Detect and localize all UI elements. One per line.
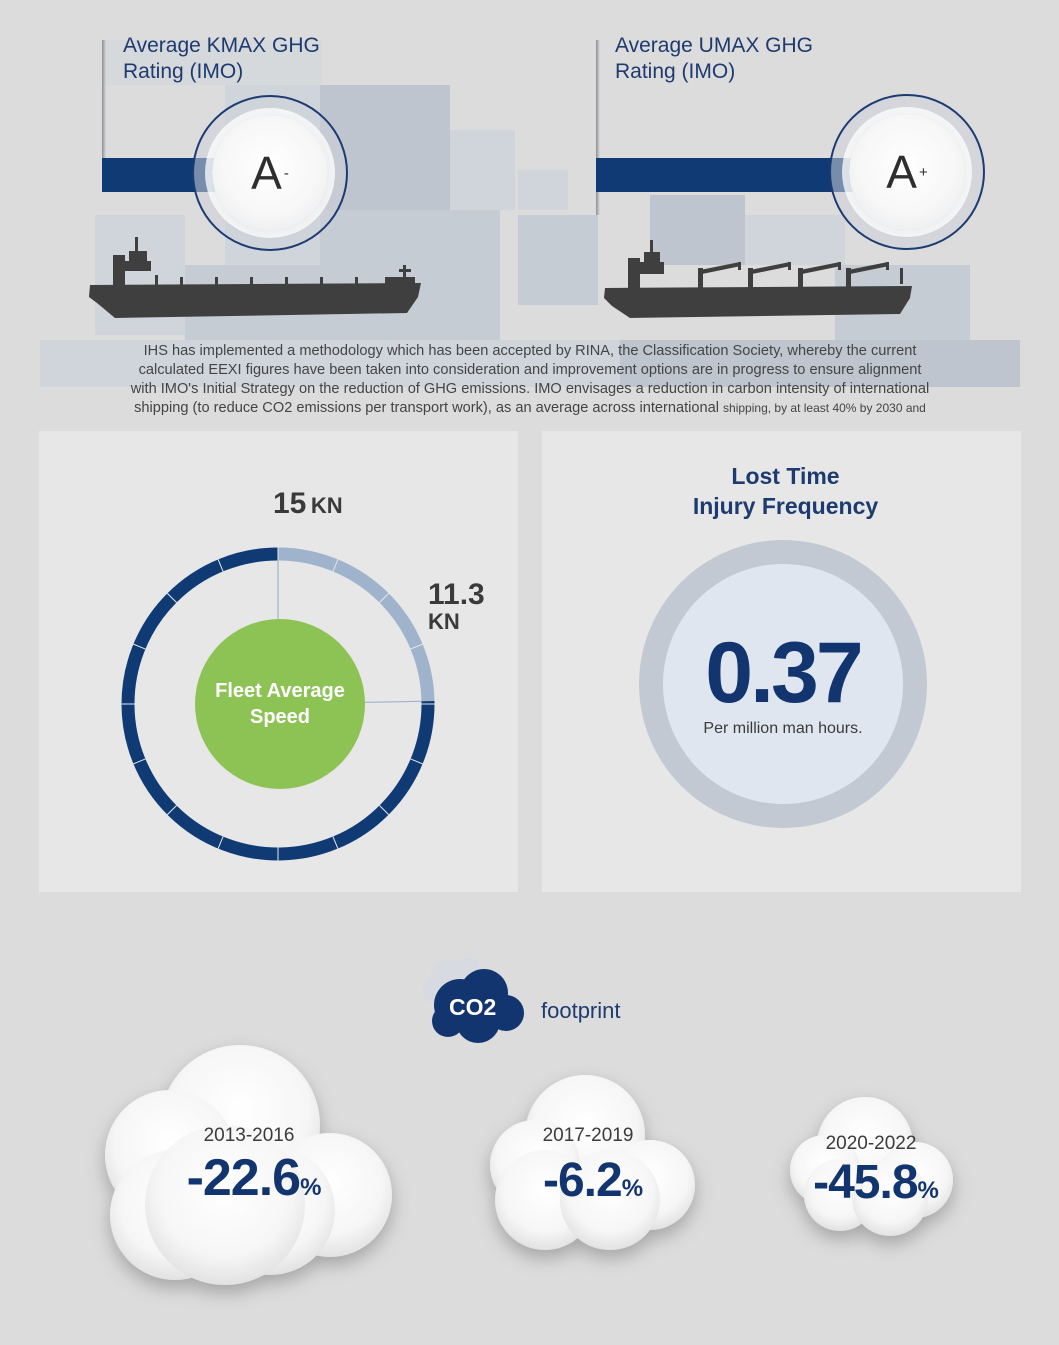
percent-sign: % xyxy=(300,1174,322,1201)
title-line: Rating (IMO) xyxy=(615,60,736,83)
bg-block xyxy=(102,40,322,85)
divider xyxy=(102,40,106,180)
bg-block xyxy=(518,170,568,210)
period-label: 2020-2022 xyxy=(825,1133,917,1154)
period-value: -45.8% xyxy=(751,1155,1001,1210)
period-value-number: -6.2 xyxy=(542,1154,623,1207)
gauge-tick xyxy=(166,592,177,603)
lti-gauge-disc: 0.37 Per million man hours. xyxy=(663,564,903,804)
period-value-number: -22.6 xyxy=(186,1149,302,1207)
bulk-carrier-crane-ship-icon xyxy=(604,240,912,318)
gauge-tick xyxy=(217,559,224,572)
rating-grade: A xyxy=(251,147,282,199)
kmax-rating-badge: A- xyxy=(192,95,348,251)
umax-rating-badge: A + xyxy=(829,94,985,250)
title-line: Injury Frequency xyxy=(692,493,879,519)
co2-cloud-icon xyxy=(422,957,524,1043)
gauge-tick xyxy=(332,836,339,849)
period-label: 2013-2016 xyxy=(203,1125,295,1146)
title-line: Average KMAX GHG xyxy=(123,34,320,57)
gauge-tick xyxy=(332,559,339,572)
gauge-tick xyxy=(410,643,423,650)
lti-title: Lost Time Injury Frequency xyxy=(542,461,1029,521)
intro-line: with IMO's Initial Strategy on the reduc… xyxy=(130,381,930,397)
percent-sign: % xyxy=(917,1177,939,1204)
cloud-2020-2022 xyxy=(790,1097,953,1236)
avg-speed-label: 11.3 KN xyxy=(428,580,485,634)
intro-line-part: shipping (to reduce CO2 emissions per tr… xyxy=(134,400,719,416)
lti-gauge-ring: 0.37 Per million man hours. xyxy=(639,540,927,828)
period-label: 2017-2019 xyxy=(542,1125,634,1146)
gauge-tick xyxy=(379,805,390,816)
rating-band-umax xyxy=(596,158,856,192)
cloud-2013-2016 xyxy=(105,1045,392,1285)
rating-disc: A + xyxy=(849,114,965,230)
title-line: Lost Time xyxy=(731,463,840,489)
co2-footprint-label: footprint xyxy=(541,998,621,1023)
period-value: -22.6% xyxy=(129,1148,379,1208)
lti-value: 0.37 xyxy=(705,625,863,721)
kmax-rating-title: Average KMAX GHG Rating (IMO) xyxy=(123,33,320,85)
bg-block xyxy=(320,210,500,340)
avg-speed-value: 11.3 xyxy=(428,578,485,611)
co2-badge: CO2 xyxy=(449,994,497,1020)
bg-block xyxy=(620,340,1020,387)
bg-block xyxy=(450,130,515,210)
gauge-tick xyxy=(133,758,146,765)
percent-sign: % xyxy=(621,1175,644,1202)
gauge-tick xyxy=(166,805,177,816)
intro-line: calculated EEXI figures have been taken … xyxy=(138,362,922,378)
max-speed-value: 15 xyxy=(273,487,307,520)
rating-modifier: + xyxy=(918,163,928,181)
bg-block xyxy=(518,215,598,305)
fleet-speed-panel: 15 KN 11.3 KN Fleet Average Speed xyxy=(39,431,518,892)
avg-speed-unit: KN xyxy=(428,609,460,634)
gauge-tick xyxy=(410,758,423,765)
intro-line-part: shipping, by at least 40% by 2030 and xyxy=(723,401,926,415)
center-line: Speed xyxy=(249,706,311,728)
period-value: -6.2% xyxy=(468,1153,718,1208)
gauge-tick xyxy=(133,643,146,650)
fleet-average-speed-disc: Fleet Average Speed xyxy=(195,619,365,789)
hero-section: Average KMAX GHG Rating (IMO) Average UM… xyxy=(0,0,1059,425)
title-line: Average UMAX GHG xyxy=(615,34,814,57)
cloud-2017-2019 xyxy=(490,1075,695,1250)
speed-gap-arc xyxy=(277,547,435,702)
bg-block xyxy=(745,215,845,265)
bg-block xyxy=(650,195,745,265)
lti-unit: Per million man hours. xyxy=(703,720,863,737)
divider xyxy=(596,40,600,215)
bg-block xyxy=(40,340,640,387)
max-speed-unit: KN xyxy=(310,493,343,518)
bulk-carrier-ship-icon xyxy=(89,237,421,318)
speed-average-arc xyxy=(121,547,435,861)
period-value-number: -45.8 xyxy=(813,1156,918,1209)
gauge-tick xyxy=(217,836,224,849)
intro-line: IHS has implemented a methodology which … xyxy=(143,343,917,359)
intro-line: shipping (to reduce CO2 emissions per tr… xyxy=(100,399,960,418)
center-line: Fleet Average xyxy=(215,680,345,702)
max-speed-label: 15 KN xyxy=(273,487,343,521)
rating-grade: A xyxy=(886,146,917,198)
lti-panel: Lost Time Injury Frequency 0.37 Per mill… xyxy=(542,431,1021,892)
rating-modifier: - xyxy=(283,164,289,182)
intro-paragraph: IHS has implemented a methodology which … xyxy=(100,342,960,418)
umax-rating-title: Average UMAX GHG Rating (IMO) xyxy=(615,33,813,85)
co2-clouds xyxy=(105,1045,953,1285)
gauge-tick xyxy=(379,592,390,603)
rating-disc: A- xyxy=(212,115,328,231)
title-line: Rating (IMO) xyxy=(123,60,244,83)
